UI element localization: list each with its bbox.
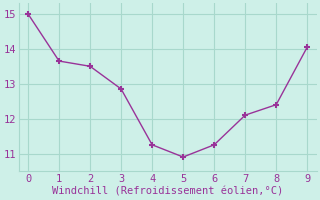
X-axis label: Windchill (Refroidissement éolien,°C): Windchill (Refroidissement éolien,°C) <box>52 187 283 197</box>
